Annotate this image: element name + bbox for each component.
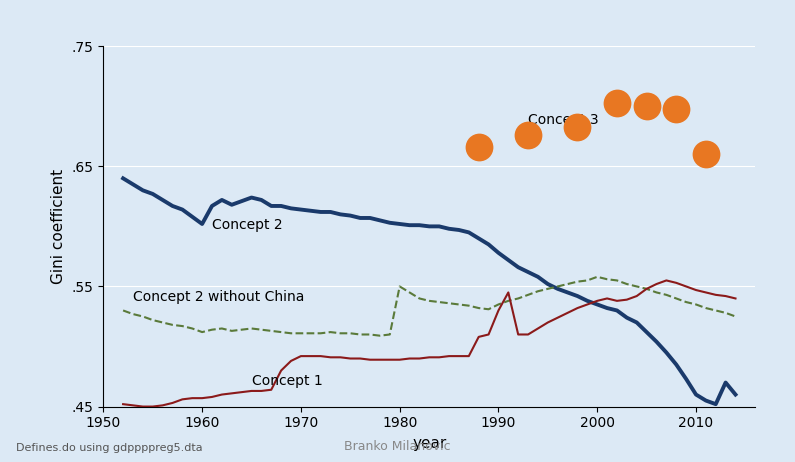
Point xyxy=(522,131,534,139)
Point xyxy=(640,103,653,110)
Y-axis label: Gini coefficient: Gini coefficient xyxy=(51,169,66,284)
Text: Concept 2: Concept 2 xyxy=(212,218,283,232)
Text: Concept 1: Concept 1 xyxy=(251,374,322,388)
Text: Concept 2 without China: Concept 2 without China xyxy=(133,290,304,304)
Point xyxy=(611,99,623,106)
Point xyxy=(700,151,712,158)
Text: Concept 3: Concept 3 xyxy=(528,113,599,127)
Text: Defines.do using gdppppreg5.dta: Defines.do using gdppppreg5.dta xyxy=(16,443,203,453)
Point xyxy=(670,105,683,112)
Text: Branko Milanovic: Branko Milanovic xyxy=(344,440,451,453)
X-axis label: year: year xyxy=(412,436,447,451)
Point xyxy=(472,143,485,151)
Point xyxy=(571,123,584,130)
